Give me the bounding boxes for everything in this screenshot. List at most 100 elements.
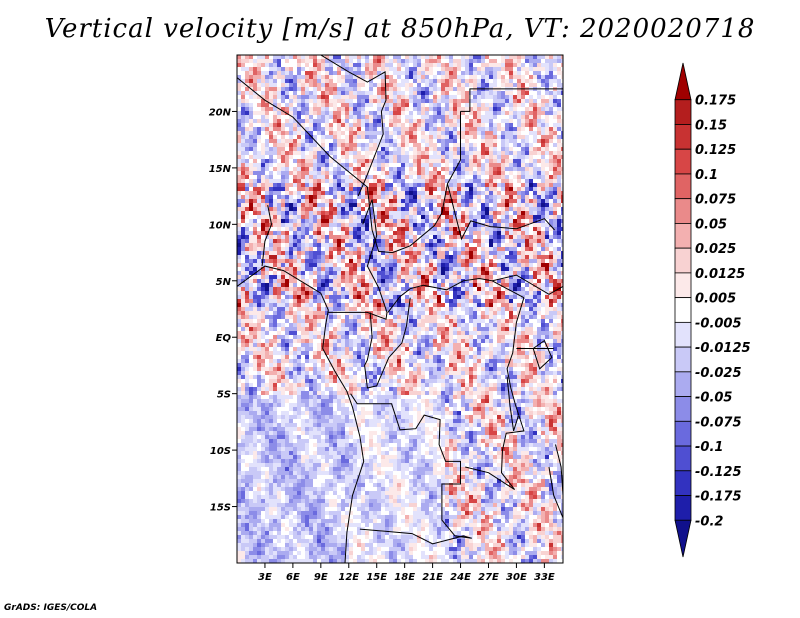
field-cell: [465, 223, 469, 227]
field-cell: [293, 111, 297, 115]
field-cell: [317, 303, 321, 307]
field-cell: [545, 215, 549, 219]
field-cell: [337, 287, 341, 291]
field-cell: [513, 235, 517, 239]
field-cell: [433, 255, 437, 259]
field-cell: [457, 163, 461, 167]
field-cell: [397, 327, 401, 331]
field-cell: [337, 235, 341, 239]
field-cell: [445, 211, 449, 215]
field-cell: [321, 307, 325, 311]
field-cell: [405, 235, 409, 239]
field-cell: [413, 203, 417, 207]
field-cell: [413, 243, 417, 247]
field-cell: [249, 319, 253, 323]
field-cell: [485, 203, 489, 207]
field-cell: [469, 291, 473, 295]
field-cell: [397, 191, 401, 195]
field-cell: [453, 179, 457, 183]
field-cell: [533, 255, 537, 259]
field-cell: [305, 311, 309, 315]
field-cell: [469, 79, 473, 83]
field-cell: [377, 255, 381, 259]
field-cell: [533, 63, 537, 67]
field-cell: [317, 115, 321, 119]
field-cell: [321, 263, 325, 267]
field-cell: [485, 315, 489, 319]
field-cell: [449, 215, 453, 219]
field-cell: [425, 111, 429, 115]
field-cell: [489, 235, 493, 239]
field-cell: [345, 323, 349, 327]
field-cell: [349, 259, 353, 263]
field-cell: [561, 151, 563, 155]
field-cell: [377, 243, 381, 247]
field-cell: [469, 187, 473, 191]
field-cell: [545, 99, 549, 103]
field-cell: [365, 111, 369, 115]
field-cell: [469, 159, 473, 163]
field-cell: [269, 207, 273, 211]
field-cell: [425, 115, 429, 119]
field-cell: [261, 99, 265, 103]
field-cell: [289, 263, 293, 267]
field-cell: [493, 215, 497, 219]
field-cell: [517, 239, 521, 243]
field-cell: [457, 111, 461, 115]
field-cell: [437, 87, 441, 91]
field-cell: [513, 159, 517, 163]
field-cell: [401, 215, 405, 219]
field-cell: [513, 139, 517, 143]
field-cell: [245, 99, 249, 103]
field-cell: [261, 219, 265, 223]
field-cell: [393, 299, 397, 303]
field-cell: [485, 167, 489, 171]
field-cell: [237, 199, 241, 203]
field-cell: [381, 167, 385, 171]
field-cell: [293, 203, 297, 207]
field-cell: [289, 255, 293, 259]
field-cell: [485, 91, 489, 95]
field-cell: [377, 215, 381, 219]
field-cell: [453, 71, 457, 75]
field-cell: [433, 251, 437, 255]
field-cell: [389, 183, 393, 187]
field-cell: [469, 183, 473, 187]
field-cell: [401, 139, 405, 143]
field-cell: [261, 75, 265, 79]
field-cell: [461, 291, 465, 295]
field-cell: [241, 243, 245, 247]
field-cell: [373, 323, 377, 327]
field-cell: [257, 235, 261, 239]
field-cell: [273, 71, 277, 75]
field-cell: [553, 295, 557, 299]
field-cell: [465, 95, 469, 99]
field-cell: [505, 255, 509, 259]
field-cell: [337, 79, 341, 83]
field-cell: [265, 143, 269, 147]
field-cell: [485, 283, 489, 287]
field-cell: [253, 295, 257, 299]
field-cell: [273, 327, 277, 331]
field-cell: [317, 167, 321, 171]
field-cell: [361, 135, 365, 139]
field-cell: [469, 223, 473, 227]
field-cell: [273, 275, 277, 279]
field-cell: [477, 155, 481, 159]
field-cell: [473, 179, 477, 183]
field-cell: [465, 275, 469, 279]
field-cell: [493, 203, 497, 207]
field-cell: [329, 215, 333, 219]
field-cell: [441, 211, 445, 215]
field-cell: [473, 307, 477, 311]
field-cell: [369, 223, 373, 227]
field-cell: [525, 255, 529, 259]
field-cell: [405, 159, 409, 163]
field-cell: [317, 219, 321, 223]
field-cell: [537, 211, 541, 215]
field-cell: [529, 147, 533, 151]
field-cell: [409, 259, 413, 263]
field-cell: [313, 327, 317, 331]
field-cell: [513, 247, 517, 251]
field-cell: [245, 307, 249, 311]
